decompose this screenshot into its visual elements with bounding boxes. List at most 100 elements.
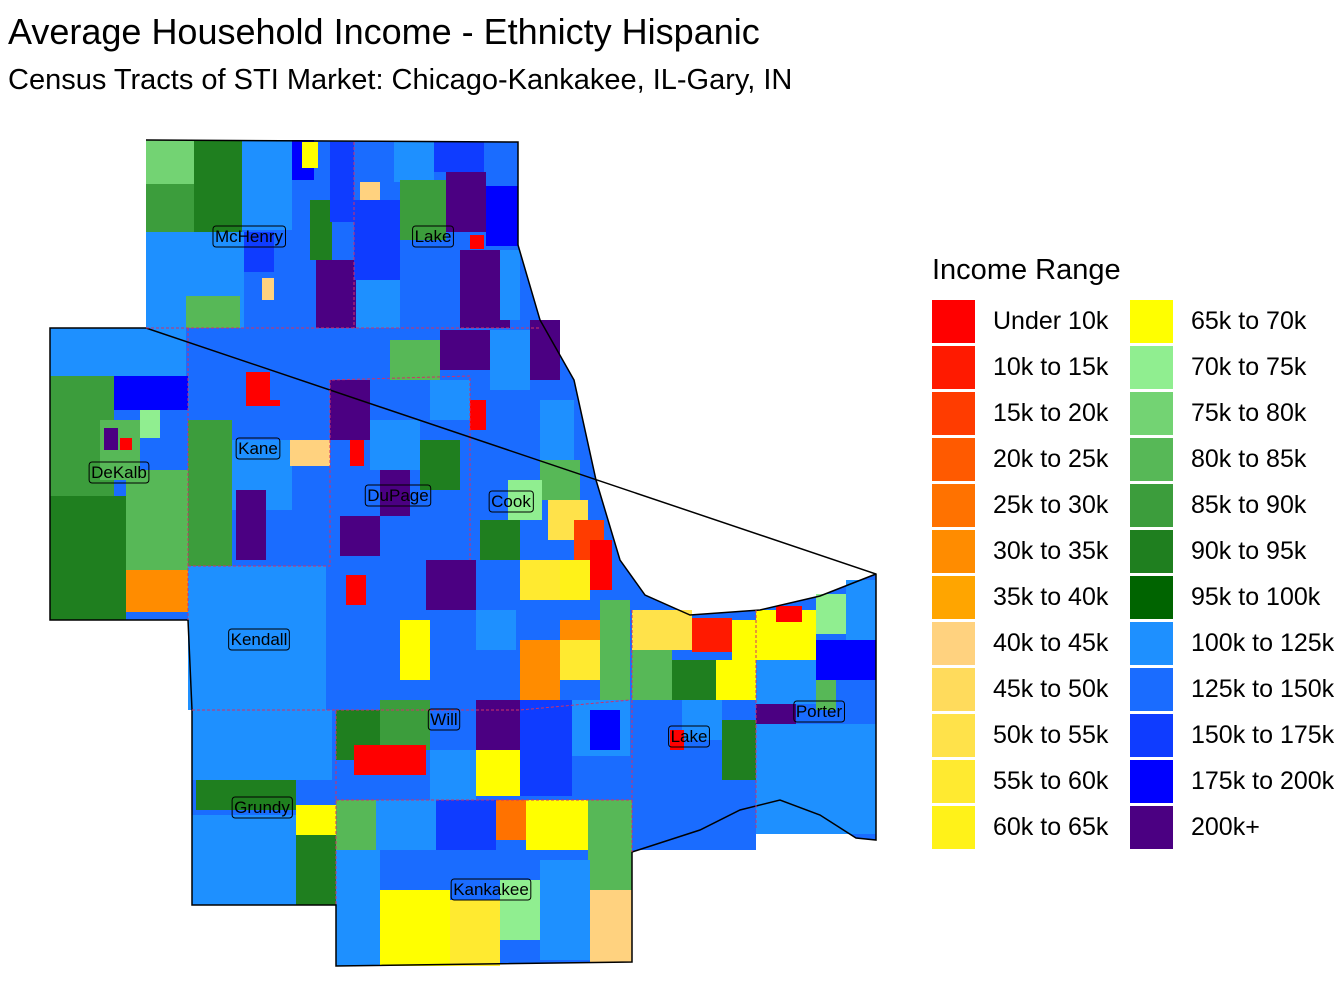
tract [336, 800, 376, 850]
legend-item: 25k to 30k [932, 482, 1130, 528]
tract [520, 560, 560, 600]
legend-item: 20k to 25k [932, 436, 1130, 482]
legend-swatch [1130, 759, 1173, 803]
tract [380, 890, 450, 966]
legend-item: 35k to 40k [932, 574, 1130, 620]
tract [354, 142, 394, 182]
tract [330, 330, 390, 370]
tract [672, 660, 716, 700]
tract [192, 815, 298, 905]
tract [450, 900, 500, 966]
tract [508, 480, 542, 520]
legend-label: 15k to 20k [993, 398, 1109, 427]
tract [486, 186, 518, 246]
tract [540, 460, 580, 500]
tract [316, 260, 356, 328]
tract [376, 800, 436, 850]
legend-label: 25k to 30k [993, 490, 1109, 519]
legend-item: 70k to 75k [1130, 344, 1328, 390]
legend-label: 10k to 15k [993, 352, 1109, 381]
county-label: Cook [488, 490, 534, 513]
legend-item: 40k to 45k [932, 620, 1130, 666]
tract [756, 704, 796, 724]
legend-item: 90k to 95k [1130, 528, 1328, 574]
tract [330, 380, 370, 440]
legend-swatch [1130, 713, 1173, 757]
legend-swatch [1130, 437, 1173, 481]
tract [360, 182, 380, 200]
county-label: Kane [235, 437, 281, 460]
tract [560, 560, 590, 600]
legend-item: 55k to 60k [932, 758, 1130, 804]
legend-swatch [1130, 575, 1173, 619]
tract [330, 142, 354, 222]
tract [588, 800, 632, 890]
county-labels: McHenry Lake DeKalb Kane DuPage Cook Kendall Wi… [88, 225, 845, 901]
legend-swatch [932, 345, 975, 389]
legend-item: 60k to 65k [932, 804, 1130, 850]
legend-title: Income Range [932, 254, 1121, 286]
tract [370, 420, 420, 470]
map-title: Average Household Income - Ethnicty Hisp… [8, 11, 760, 52]
tract [426, 560, 476, 610]
legend-swatch [1130, 391, 1173, 435]
tract [188, 566, 326, 710]
tract [756, 724, 876, 834]
county-label: McHenry [212, 225, 287, 248]
legend-label: 40k to 45k [993, 628, 1109, 657]
legend-label: 175k to 200k [1191, 766, 1335, 795]
svg-text:DuPage: DuPage [367, 486, 428, 505]
legend-item: 50k to 55k [932, 712, 1130, 758]
legend-label: 35k to 40k [993, 582, 1109, 611]
legend-swatch [932, 437, 975, 481]
legend-swatch [932, 299, 975, 343]
svg-text:Kane: Kane [238, 439, 278, 458]
legend-swatch [932, 805, 975, 849]
tract [290, 440, 330, 466]
legend-label: Under 10k [993, 306, 1109, 335]
county-boundaries [146, 142, 757, 905]
legend-item: 10k to 15k [932, 344, 1130, 390]
legend-label: 150k to 175k [1191, 720, 1335, 749]
legend-swatch [932, 483, 975, 527]
legend-swatch [932, 529, 975, 573]
legend-item: 175k to 200k [1130, 758, 1334, 804]
legend-item: 95k to 100k [1130, 574, 1328, 620]
tract [194, 140, 242, 232]
legend-swatch [932, 667, 975, 711]
legend-label: 55k to 60k [993, 766, 1109, 795]
legend-item: 65k to 70k [1130, 298, 1328, 344]
tract [434, 142, 484, 172]
tract [670, 730, 684, 750]
tract [302, 142, 318, 168]
county-label: DuPage [364, 484, 432, 507]
tract [590, 890, 632, 962]
tract [400, 620, 430, 680]
tract [500, 880, 540, 940]
tract [540, 400, 574, 460]
legend-item: 80k to 85k [1130, 436, 1328, 482]
market-outline [49, 139, 877, 967]
map-subtitle: Census Tracts of STI Market: Chicago-Kan… [8, 64, 793, 96]
legend-label: 60k to 65k [993, 812, 1109, 841]
tract [496, 800, 526, 840]
tract [590, 540, 612, 590]
county-label: DeKalb [88, 461, 150, 484]
legend-label: 20k to 25k [993, 444, 1109, 473]
svg-text:McHenry: McHenry [215, 227, 284, 246]
county-label: Lake [412, 225, 454, 248]
legend-column-1: Under 10k 10k to 15k 15k to 20k 20k to 25k 2… [932, 298, 1130, 850]
legend-swatch [1130, 299, 1173, 343]
tract [340, 516, 380, 556]
tract [354, 745, 426, 775]
tract [476, 700, 520, 750]
county-label: Porter [793, 700, 845, 723]
tract [50, 328, 186, 376]
legend-label: 75k to 80k [1191, 398, 1307, 427]
svg-text:Kendall: Kendall [231, 630, 288, 649]
legend-item: 100k to 125k [1130, 620, 1334, 666]
tract [196, 780, 296, 810]
svg-text:DeKalb: DeKalb [91, 463, 147, 482]
legend-swatch [1130, 483, 1173, 527]
